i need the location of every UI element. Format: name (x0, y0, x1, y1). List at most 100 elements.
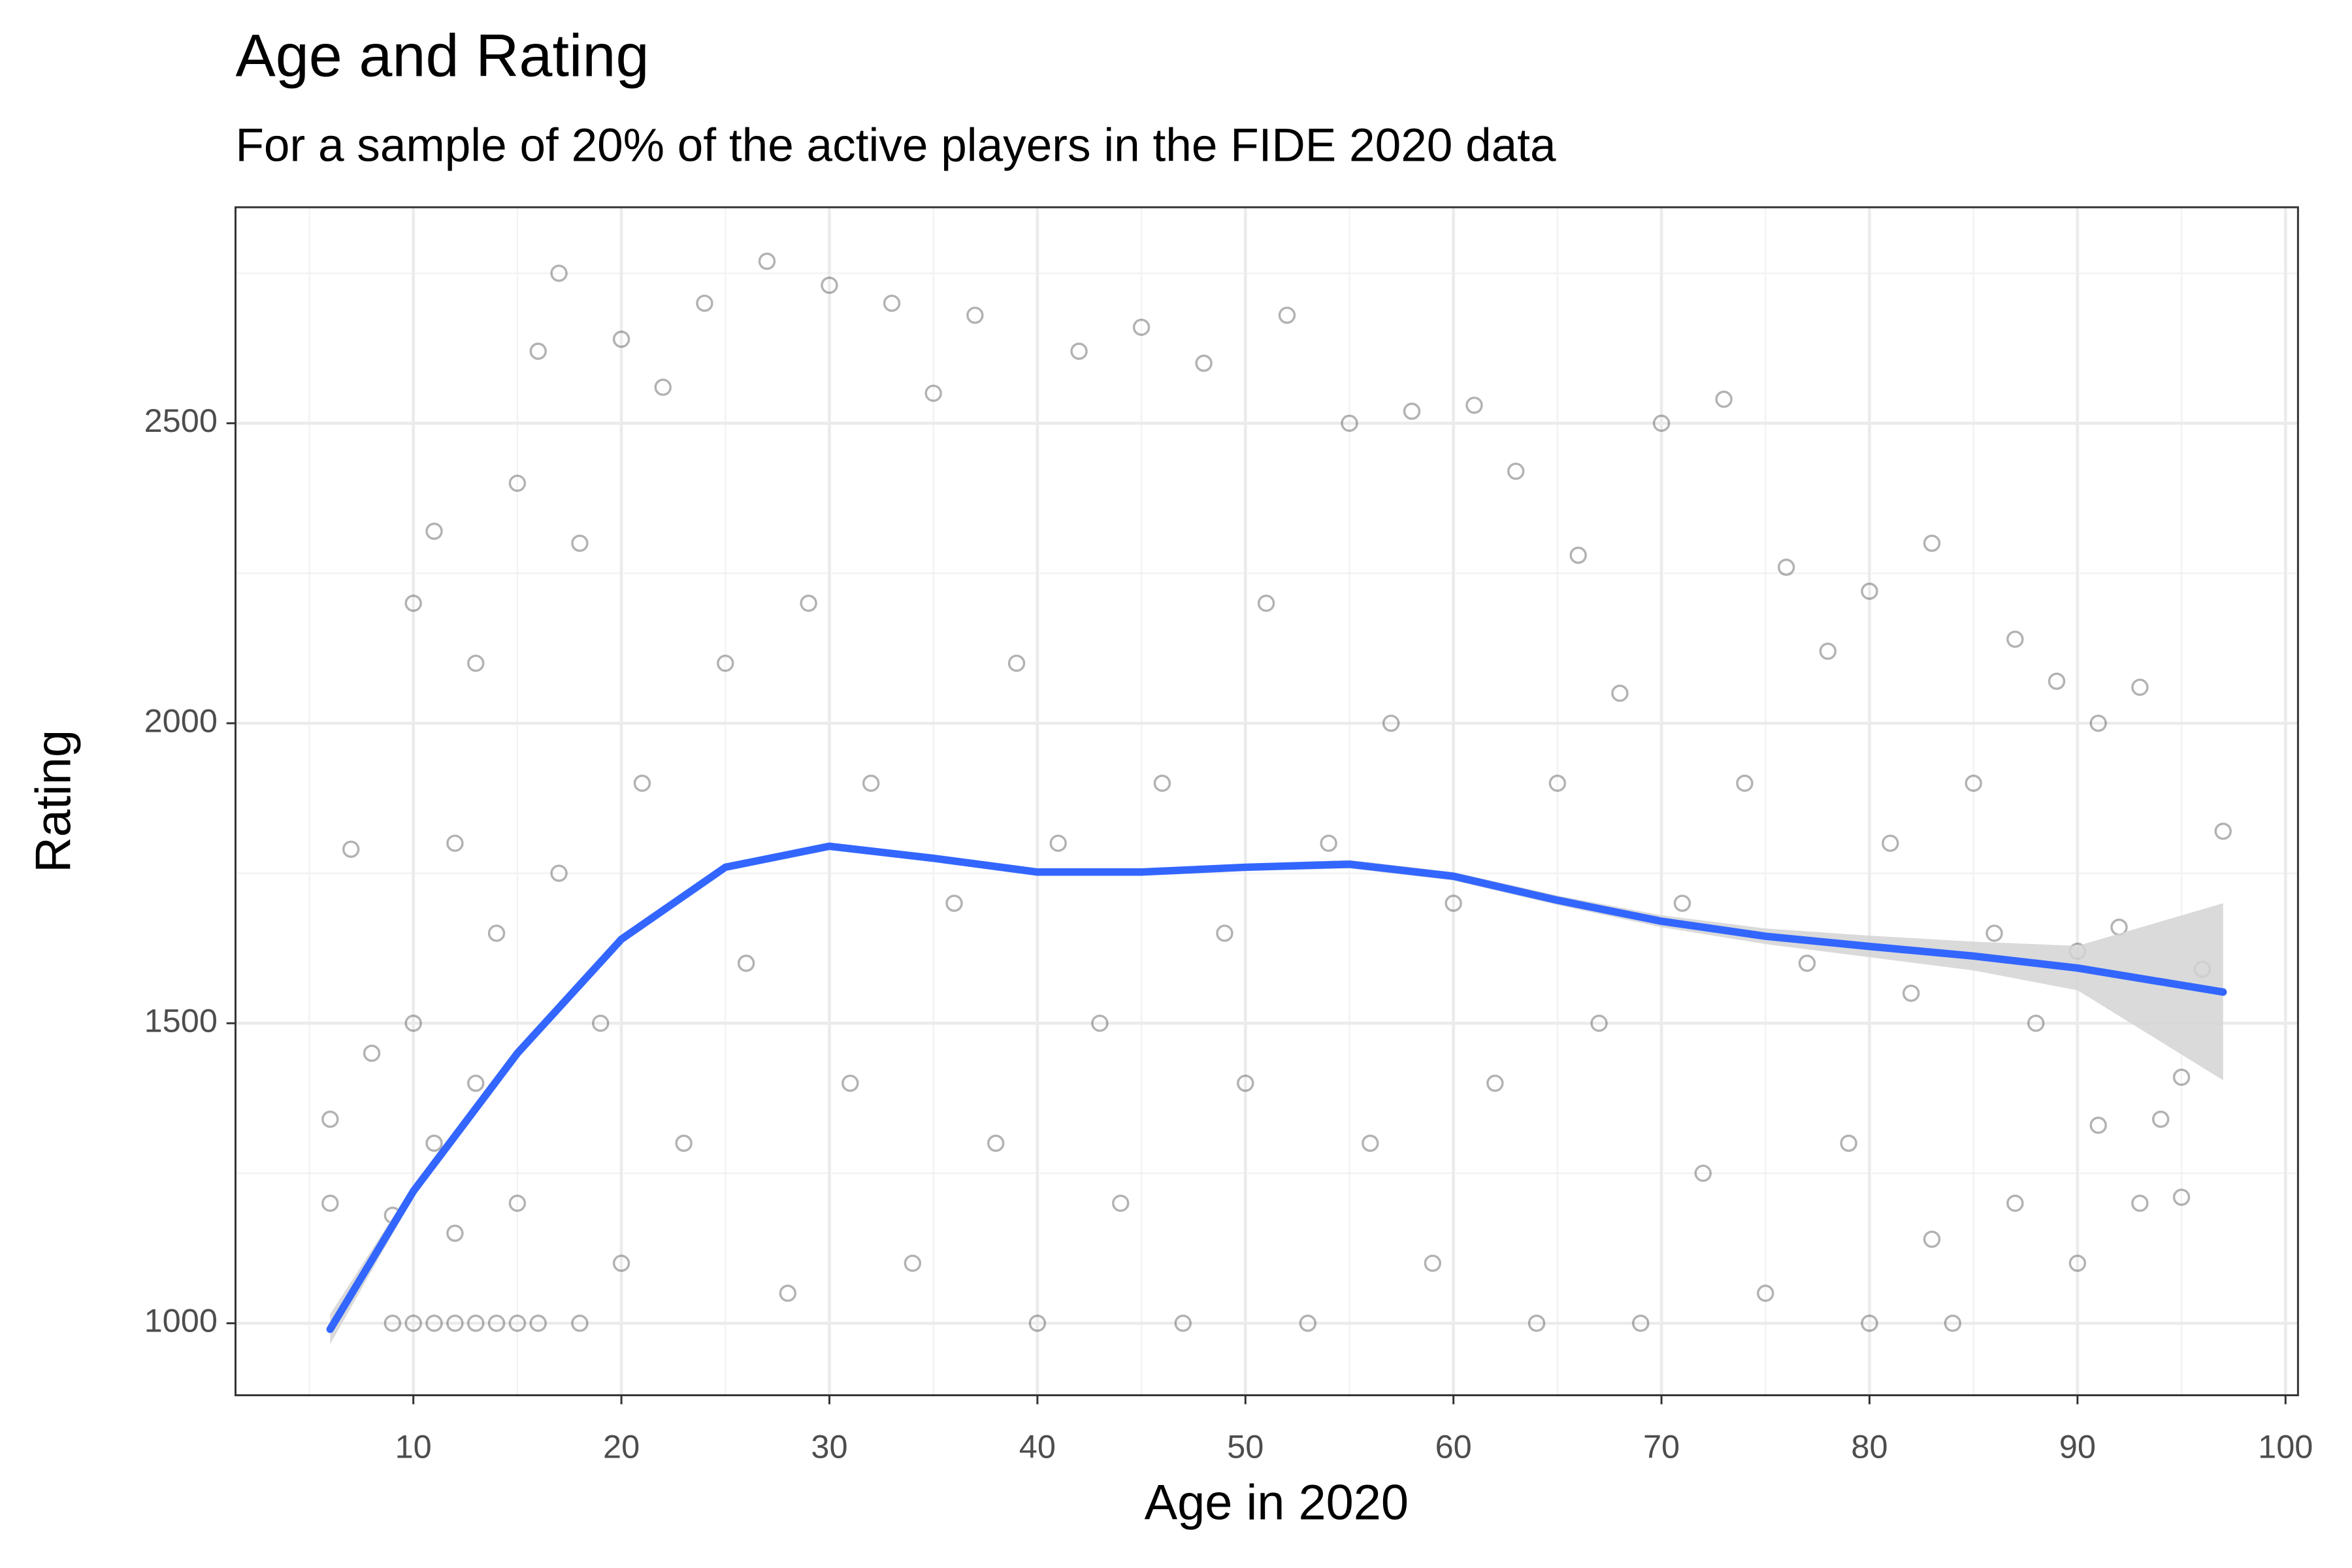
point (1965, 774, 1982, 792)
point (1007, 654, 1026, 672)
point (342, 840, 360, 858)
point (467, 1074, 485, 1092)
point (612, 331, 630, 348)
point (883, 294, 901, 312)
point (508, 1194, 527, 1212)
point (924, 384, 942, 402)
point (2089, 1117, 2107, 1134)
point (529, 1315, 547, 1332)
point (1257, 595, 1275, 612)
point (2214, 823, 2232, 840)
point (1861, 582, 1878, 600)
point (1757, 1284, 1774, 1302)
point (1112, 1194, 1130, 1212)
point (1777, 559, 1795, 576)
point (1299, 1315, 1316, 1332)
point (675, 1134, 693, 1152)
x-tick-label: 30 (811, 1428, 847, 1465)
point (966, 306, 984, 324)
point (1569, 546, 1587, 564)
point (1174, 1315, 1192, 1332)
chart-title: Age and Rating (235, 22, 649, 89)
point (550, 265, 568, 282)
point (2089, 714, 2107, 732)
point (384, 1315, 402, 1332)
point (1840, 1134, 1857, 1152)
point (1382, 714, 1400, 732)
point (779, 1284, 796, 1302)
x-tick-label: 60 (1435, 1428, 1472, 1465)
point (487, 924, 506, 942)
point (1028, 1315, 1047, 1332)
point (2172, 1068, 2191, 1086)
point (1424, 1254, 1442, 1272)
point (1632, 1315, 1650, 1332)
point (1819, 642, 1837, 661)
point (550, 864, 568, 882)
point (1548, 774, 1567, 792)
point (758, 252, 776, 270)
point (2006, 630, 2024, 648)
smooth-line (326, 842, 2227, 1333)
point (1362, 1134, 1379, 1152)
point (467, 1315, 485, 1332)
point (592, 1014, 610, 1032)
point (2131, 678, 2149, 696)
point (1902, 985, 1920, 1002)
point (800, 595, 817, 612)
point (1320, 834, 1337, 852)
point (1278, 306, 1296, 324)
x-tick-label: 80 (1851, 1428, 1887, 1465)
y-tick-label: 1500 (144, 1002, 218, 1039)
point (654, 378, 672, 396)
point (1445, 894, 1462, 912)
point (363, 1044, 381, 1062)
point (1715, 390, 1733, 408)
point (2068, 1254, 2087, 1272)
point (696, 294, 713, 312)
point (1923, 534, 1941, 552)
point (1216, 924, 1233, 942)
point (1132, 318, 1151, 336)
point (2027, 1014, 2045, 1032)
point (425, 522, 443, 540)
point (2048, 672, 2066, 690)
point (1694, 1164, 1712, 1182)
point (404, 1315, 422, 1332)
point (487, 1315, 506, 1332)
point (717, 654, 734, 672)
point (904, 1254, 922, 1272)
point (404, 595, 422, 612)
x-tick-label: 10 (395, 1428, 432, 1465)
point (987, 1134, 1005, 1152)
point (446, 1224, 464, 1242)
point (1091, 1014, 1109, 1032)
point (425, 1134, 443, 1152)
point (612, 1254, 630, 1272)
point (737, 955, 755, 972)
point (1673, 894, 1691, 912)
point (862, 774, 880, 792)
point (1882, 834, 1899, 852)
x-tick-label: 90 (2059, 1428, 2096, 1465)
point (1195, 354, 1213, 372)
point (446, 834, 464, 852)
x-tick-label: 50 (1227, 1428, 1264, 1465)
point (321, 1110, 339, 1128)
point (571, 534, 589, 552)
point (1736, 774, 1754, 792)
point (1611, 684, 1629, 702)
point (1527, 1315, 1546, 1332)
point (1403, 402, 1421, 420)
point (2172, 1188, 2191, 1206)
point (425, 1315, 443, 1332)
x-tick-label: 70 (1643, 1428, 1680, 1465)
point (1237, 1074, 1254, 1092)
point (1798, 955, 1816, 972)
point (321, 1194, 339, 1212)
point (446, 1315, 464, 1332)
point (2131, 1194, 2149, 1212)
